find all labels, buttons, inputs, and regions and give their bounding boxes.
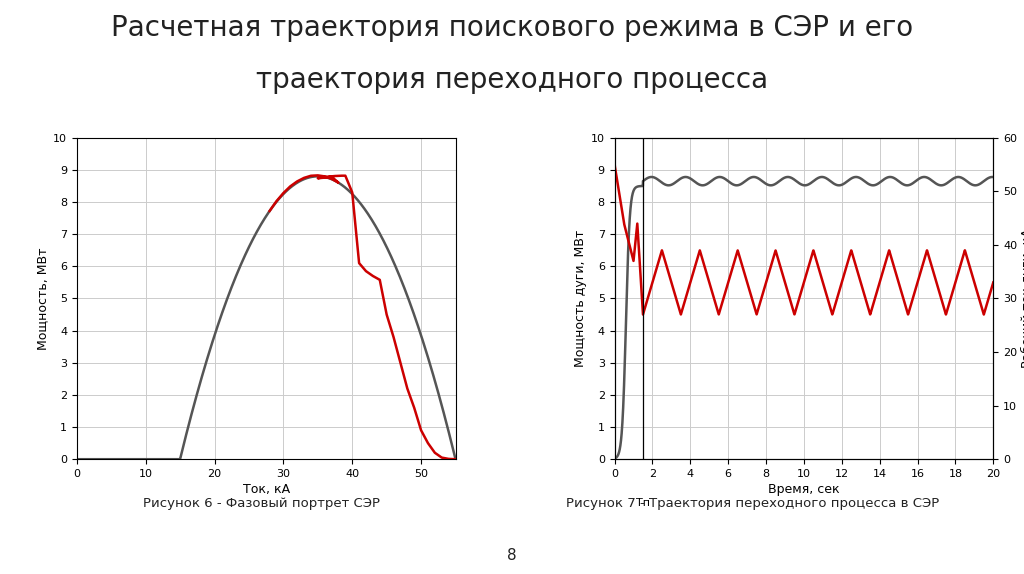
- X-axis label: Ток, кА: Ток, кА: [243, 483, 290, 496]
- Text: Tп: Tп: [636, 498, 650, 508]
- Y-axis label: Рабочий ток дуги, кА: Рабочий ток дуги, кА: [1021, 228, 1024, 369]
- Y-axis label: Мощность дуги, МВт: Мощность дуги, МВт: [573, 230, 587, 367]
- Y-axis label: Мощность, МВт: Мощность, МВт: [36, 247, 49, 350]
- Text: 8: 8: [507, 548, 517, 563]
- Text: Рисунок 6 - Фазовый портрет СЭР: Рисунок 6 - Фазовый портрет СЭР: [142, 497, 380, 510]
- Text: траектория переходного процесса: траектория переходного процесса: [256, 66, 768, 94]
- X-axis label: Время, сек: Время, сек: [768, 483, 840, 496]
- Text: Расчетная траектория поискового режима в СЭР и его: Расчетная траектория поискового режима в…: [111, 14, 913, 42]
- Text: Рисунок 7 - Траектория переходного процесса в СЭР: Рисунок 7 - Траектория переходного проце…: [566, 497, 939, 510]
